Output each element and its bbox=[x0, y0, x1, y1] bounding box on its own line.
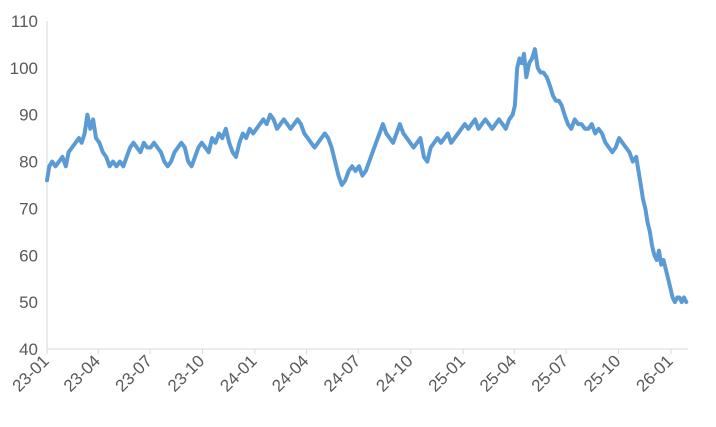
y-axis: 40 50 60 70 80 90 100 110 bbox=[10, 12, 48, 359]
x-tick-label: 24-01 bbox=[216, 351, 260, 395]
y-tick-label: 80 bbox=[19, 153, 38, 172]
y-tick-label: 70 bbox=[19, 199, 38, 218]
y-tick-label: 100 bbox=[10, 59, 38, 78]
x-axis: 23-01 23-04 23-07 23-10 24-01 24-04 24-07 24-10… bbox=[9, 348, 688, 396]
x-tick-label: 24-10 bbox=[372, 351, 416, 395]
x-tick-label: 25-07 bbox=[528, 351, 572, 395]
x-tick-label: 25-04 bbox=[476, 351, 520, 395]
y-tick-label: 60 bbox=[19, 246, 38, 265]
series-layer bbox=[45, 47, 689, 305]
x-tick-label: 25-10 bbox=[580, 351, 624, 395]
x-tick-label: 23-10 bbox=[164, 351, 208, 395]
y-tick-label: 90 bbox=[19, 106, 38, 125]
x-tick-label: 23-07 bbox=[112, 351, 156, 395]
y-tick-label: 40 bbox=[19, 340, 38, 359]
x-tick-label: 23-04 bbox=[60, 351, 104, 395]
y-tick-label: 110 bbox=[11, 12, 38, 31]
y-tick-label: 50 bbox=[19, 293, 38, 312]
x-tick-label: 24-07 bbox=[320, 351, 364, 395]
x-tick-label: 24-04 bbox=[268, 351, 312, 395]
x-tick-label: 25-01 bbox=[425, 351, 469, 395]
x-tick-label: 26-01 bbox=[633, 351, 677, 395]
series-line bbox=[45, 47, 689, 305]
